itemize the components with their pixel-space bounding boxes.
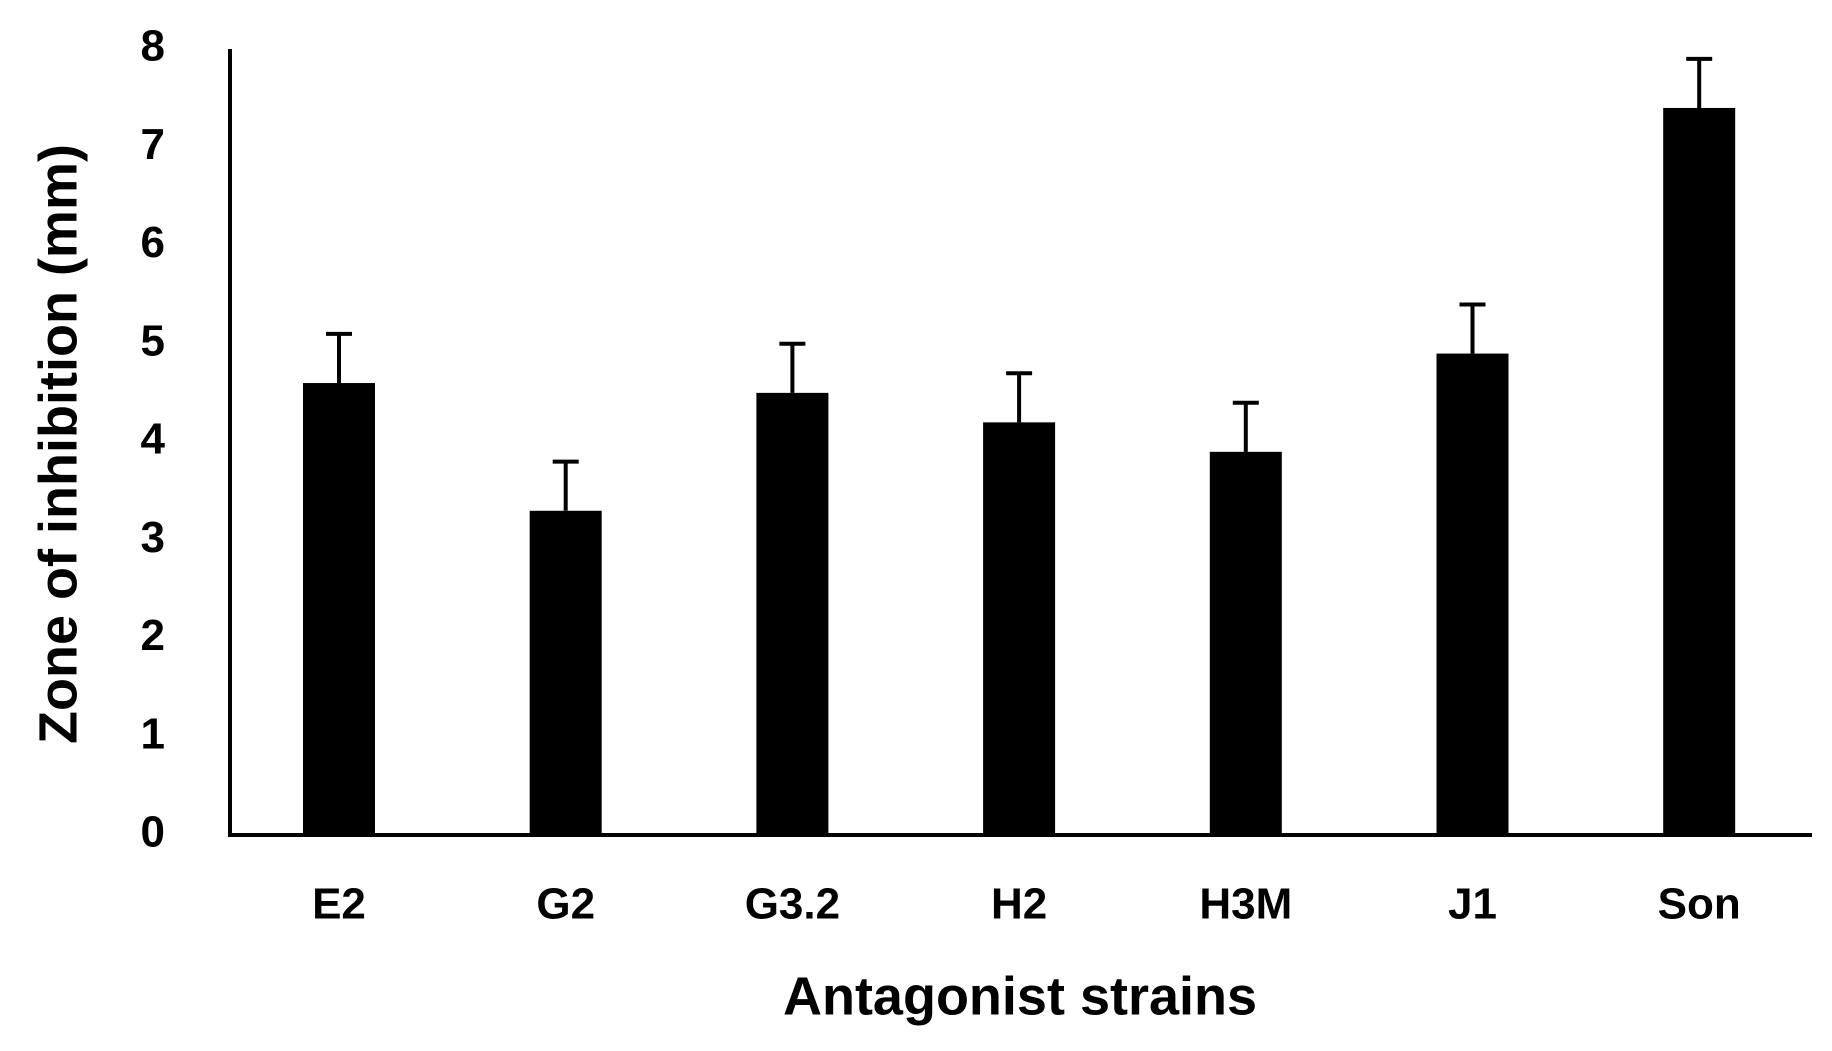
x-tick-label: Son [1658,880,1741,929]
error-bar [1232,400,1259,452]
y-tick-label: 1 [141,709,165,758]
y-tick-label: 5 [141,316,165,365]
bar [1663,107,1736,835]
error-bar [326,331,352,384]
error-bar [1459,302,1486,354]
x-tick-label: G2 [536,880,595,929]
bar [303,383,375,835]
y-tick-label: 0 [141,808,165,857]
error-bar [552,459,579,511]
error-bar [1686,56,1713,108]
y-tick-label: 2 [141,611,165,660]
y-tick-label: 7 [141,120,165,169]
x-tick-label: J1 [1448,880,1497,929]
bar [983,422,1056,835]
y-tick-label: 6 [141,218,165,267]
bar [756,392,829,835]
y-axis-title: Zone of inhibition (mm) [28,144,88,744]
y-tick-label: 4 [141,415,166,464]
x-tick-label: E2 [312,880,366,929]
bar [1436,353,1509,835]
bar [1209,451,1282,835]
y-tick-label: 3 [141,513,165,562]
x-tick-label: H3M [1199,880,1292,929]
x-tick-label: G3.2 [745,880,840,929]
x-tick-label: H2 [991,880,1047,929]
bar [529,510,602,835]
error-bar [779,341,806,393]
y-tick-label: 8 [141,22,165,71]
error-bar [1006,371,1033,423]
x-axis-title: Antagonist strains [783,966,1257,1026]
